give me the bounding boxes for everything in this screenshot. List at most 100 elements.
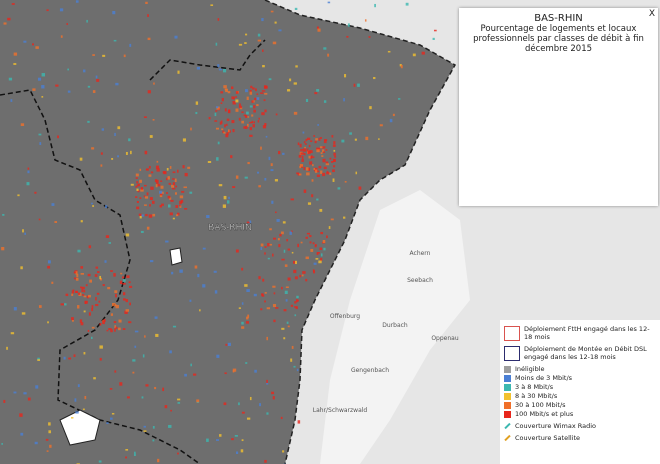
dot: [321, 146, 326, 149]
dot: [41, 85, 45, 89]
dot: [171, 271, 174, 275]
dot: [228, 196, 230, 200]
dot: [207, 160, 212, 164]
dot: [144, 196, 149, 199]
dot: [172, 187, 176, 190]
dot: [267, 257, 270, 260]
dot: [224, 124, 226, 128]
dot: [241, 120, 244, 124]
place-label: Gengenbach: [351, 367, 389, 374]
dot: [282, 450, 285, 453]
dot: [230, 155, 233, 159]
dot: [332, 169, 335, 173]
dot: [318, 165, 322, 169]
dot: [245, 89, 248, 93]
dot: [283, 337, 286, 340]
dot: [104, 260, 107, 263]
dot: [246, 123, 249, 127]
dot: [83, 289, 86, 293]
dot: [332, 178, 335, 182]
dot: [3, 22, 7, 25]
dot: [48, 430, 52, 434]
dot: [140, 230, 144, 233]
dot: [100, 152, 103, 155]
dot: [225, 88, 228, 93]
dot: [232, 368, 237, 372]
dot: [210, 4, 214, 7]
dot: [227, 342, 231, 346]
dot: [90, 336, 93, 340]
dot: [266, 336, 268, 341]
dot: [143, 184, 147, 187]
dot: [196, 66, 201, 70]
dot: [220, 102, 223, 104]
dot: [281, 286, 283, 290]
legend-label: Inéligible: [515, 365, 545, 373]
dot: [291, 230, 293, 233]
dot: [321, 155, 324, 157]
dot: [83, 69, 86, 73]
dot: [251, 120, 254, 123]
dot: [80, 286, 83, 289]
dot: [143, 116, 147, 118]
dot: [223, 402, 227, 406]
dot: [284, 290, 288, 295]
dot: [75, 277, 79, 281]
dot: [146, 168, 149, 171]
dot: [264, 300, 266, 303]
dot: [228, 109, 231, 113]
dot: [262, 294, 265, 297]
dot: [138, 213, 142, 216]
dot: [322, 158, 326, 163]
border: [264, 0, 457, 464]
dot: [141, 396, 144, 399]
dot: [307, 150, 310, 155]
dot: [142, 354, 145, 358]
dot: [327, 53, 330, 57]
close-button[interactable]: X: [648, 9, 655, 19]
dot: [178, 204, 181, 207]
legend-item: 8 à 30 Mbit/s: [504, 392, 656, 400]
dot: [194, 265, 198, 269]
dot: [147, 90, 151, 94]
dot: [301, 159, 304, 162]
legend-swatch: [504, 422, 511, 430]
dot: [164, 405, 168, 409]
dot: [238, 402, 240, 406]
dot: [294, 314, 297, 317]
dot: [300, 152, 304, 155]
dot: [128, 321, 132, 324]
dot: [315, 138, 318, 141]
dot: [312, 242, 315, 245]
dot: [83, 295, 87, 298]
dot: [119, 382, 123, 386]
dot: [107, 286, 111, 290]
dot: [144, 335, 146, 338]
dot: [266, 382, 269, 385]
dot: [60, 303, 64, 306]
legend-item: 100 Mbit/s et plus: [504, 410, 656, 418]
legend-swatch: [504, 434, 511, 442]
dot: [378, 138, 380, 140]
dot: [179, 205, 182, 208]
dot: [215, 127, 219, 130]
dot: [275, 113, 278, 116]
dot: [314, 140, 317, 144]
dot: [152, 439, 155, 442]
dot: [127, 396, 130, 399]
dot: [355, 171, 358, 175]
dot: [132, 371, 135, 374]
legend-item: 3 à 8 Mbit/s: [504, 383, 656, 391]
dot: [392, 113, 395, 117]
dot: [358, 186, 362, 190]
dot: [279, 233, 282, 237]
legend-label: 30 à 100 Mbit/s: [515, 401, 566, 409]
dot: [20, 432, 24, 436]
dot: [136, 181, 139, 184]
dot: [112, 302, 116, 307]
dot: [399, 64, 402, 67]
dot: [103, 318, 106, 323]
dot: [332, 144, 336, 147]
dot: [80, 273, 85, 275]
dot: [80, 220, 83, 223]
